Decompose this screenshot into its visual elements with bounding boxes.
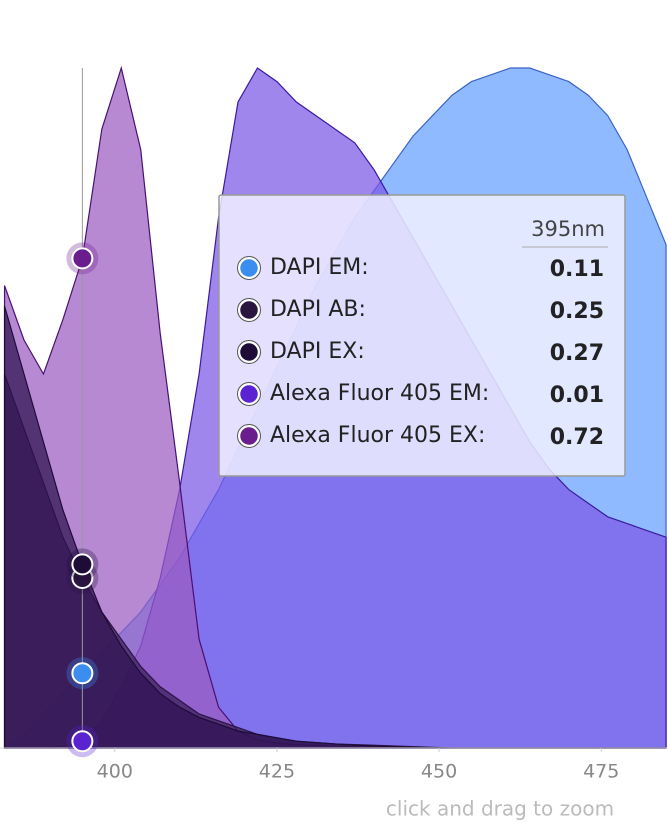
x-tick-label: 475: [583, 761, 619, 783]
tooltip-swatch-ring: [237, 424, 261, 448]
tooltip-swatch-ring: [237, 340, 261, 364]
tooltip-label: DAPI AB:: [270, 297, 366, 322]
hover-dot: [71, 247, 94, 270]
tooltip-swatch: [237, 382, 261, 406]
tooltip-swatch: [237, 340, 261, 364]
hover-dot: [71, 730, 94, 753]
tooltip-swatch: [237, 424, 261, 448]
hover-dot: [71, 553, 94, 576]
tooltip-label: DAPI EM:: [270, 255, 369, 280]
tooltip-swatch: [237, 298, 261, 322]
tooltip-box: [218, 194, 626, 477]
tooltip-swatch-ring: [237, 256, 261, 280]
zoom-hint: click and drag to zoom: [386, 797, 614, 821]
x-tick-label: 400: [97, 761, 133, 783]
tooltip-swatch-ring: [237, 298, 261, 322]
tooltip-swatch: [237, 256, 261, 280]
tooltip-label: Alexa Fluor 405 EX:: [270, 423, 485, 448]
tooltip-label: DAPI EX:: [270, 339, 365, 364]
tooltip-value: 0.25: [550, 299, 604, 324]
tooltip-value: 0.27: [550, 341, 604, 366]
x-tick-label: 425: [259, 761, 295, 783]
x-tick-label: 450: [421, 761, 457, 783]
tooltip-value: 0.01: [550, 383, 604, 408]
tooltip-swatch-ring: [237, 382, 261, 406]
tooltip-header: 395nm: [531, 217, 605, 241]
tooltip: 395nm DAPI EM: 0.11 DAPI AB: 0.25 DAPI EX: 0.2…: [218, 194, 626, 477]
tooltip-value: 0.72: [550, 425, 604, 450]
tooltip-value: 0.11: [550, 257, 604, 282]
hover-dot: [71, 662, 94, 685]
tooltip-label: Alexa Fluor 405 EM:: [270, 381, 489, 406]
